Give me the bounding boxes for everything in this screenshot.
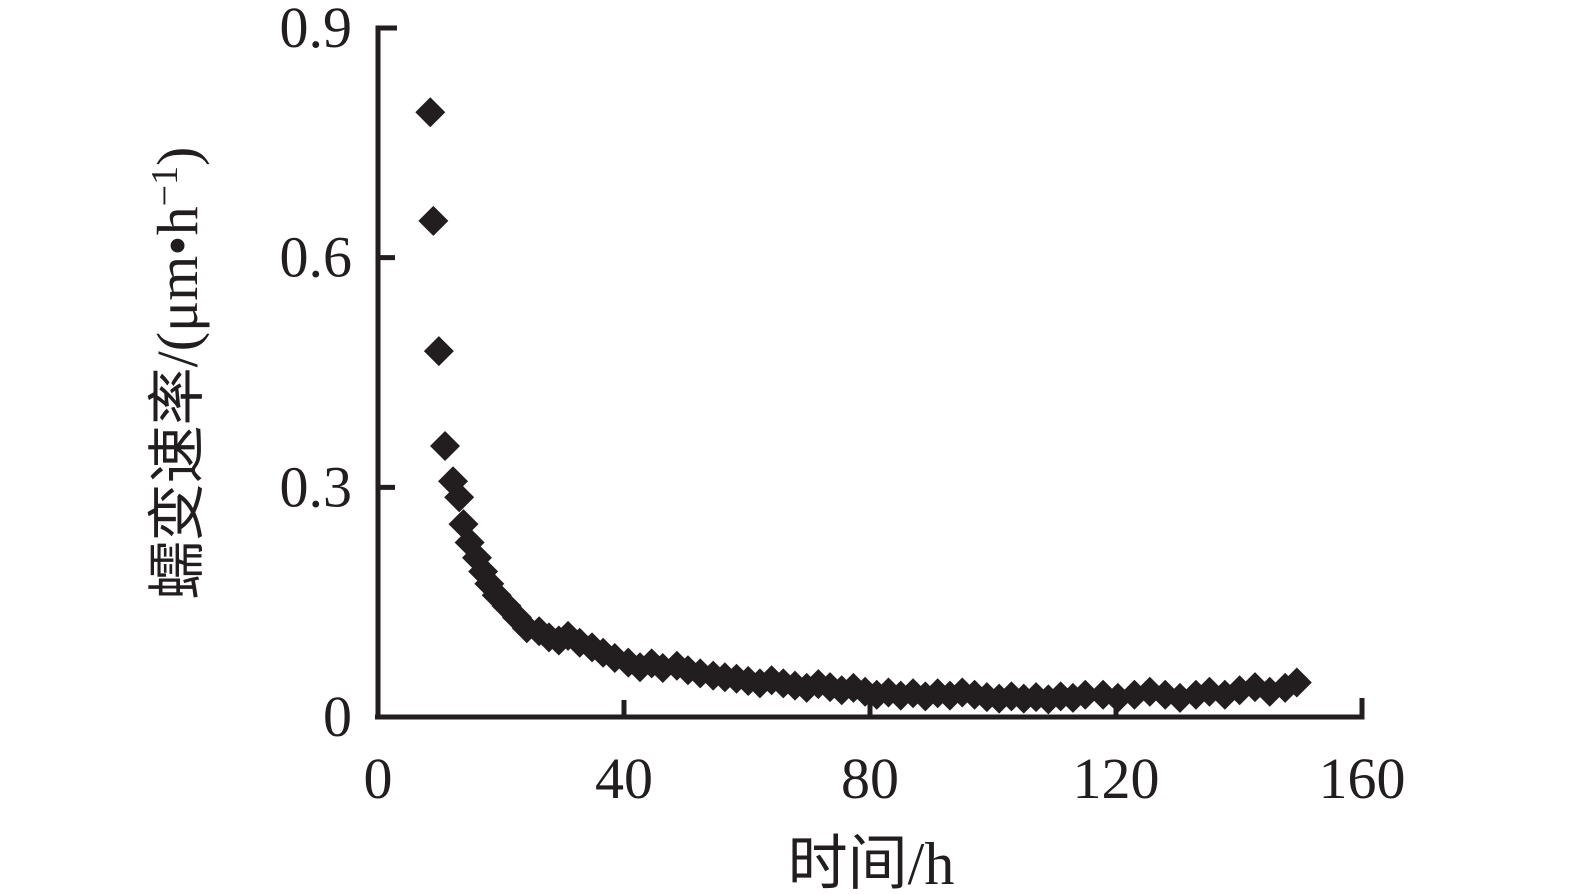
data-point [430, 430, 461, 461]
y-tick-label: 0.6 [280, 225, 353, 290]
axes-layer [375, 25, 1365, 720]
x-tick-label: 80 [841, 746, 899, 811]
data-point [423, 336, 454, 367]
y-tick-label: 0.3 [280, 454, 353, 519]
axis-labels-layer: 0 0.3 0.6 0.9 0 40 80 120 160 时间/h 蠕变速率/(μm•h−1) [144, 0, 1406, 894]
data-point [1070, 679, 1101, 710]
data-point [415, 97, 446, 128]
data-point [444, 482, 475, 513]
data-point [418, 205, 449, 236]
y-axis-title: 蠕变速率/(μm•h−1) [144, 147, 210, 600]
y-tick-label: 0.9 [280, 0, 353, 60]
x-tick-label: 120 [1073, 746, 1160, 811]
x-axis-title: 时间/h [788, 831, 955, 894]
x-tick-label: 160 [1319, 746, 1406, 811]
x-tick-label: 40 [595, 746, 653, 811]
y-tick-label: 0 [323, 684, 352, 749]
data-point [1281, 667, 1312, 698]
data-points-layer [415, 97, 1312, 715]
x-tick-label: 0 [364, 746, 393, 811]
